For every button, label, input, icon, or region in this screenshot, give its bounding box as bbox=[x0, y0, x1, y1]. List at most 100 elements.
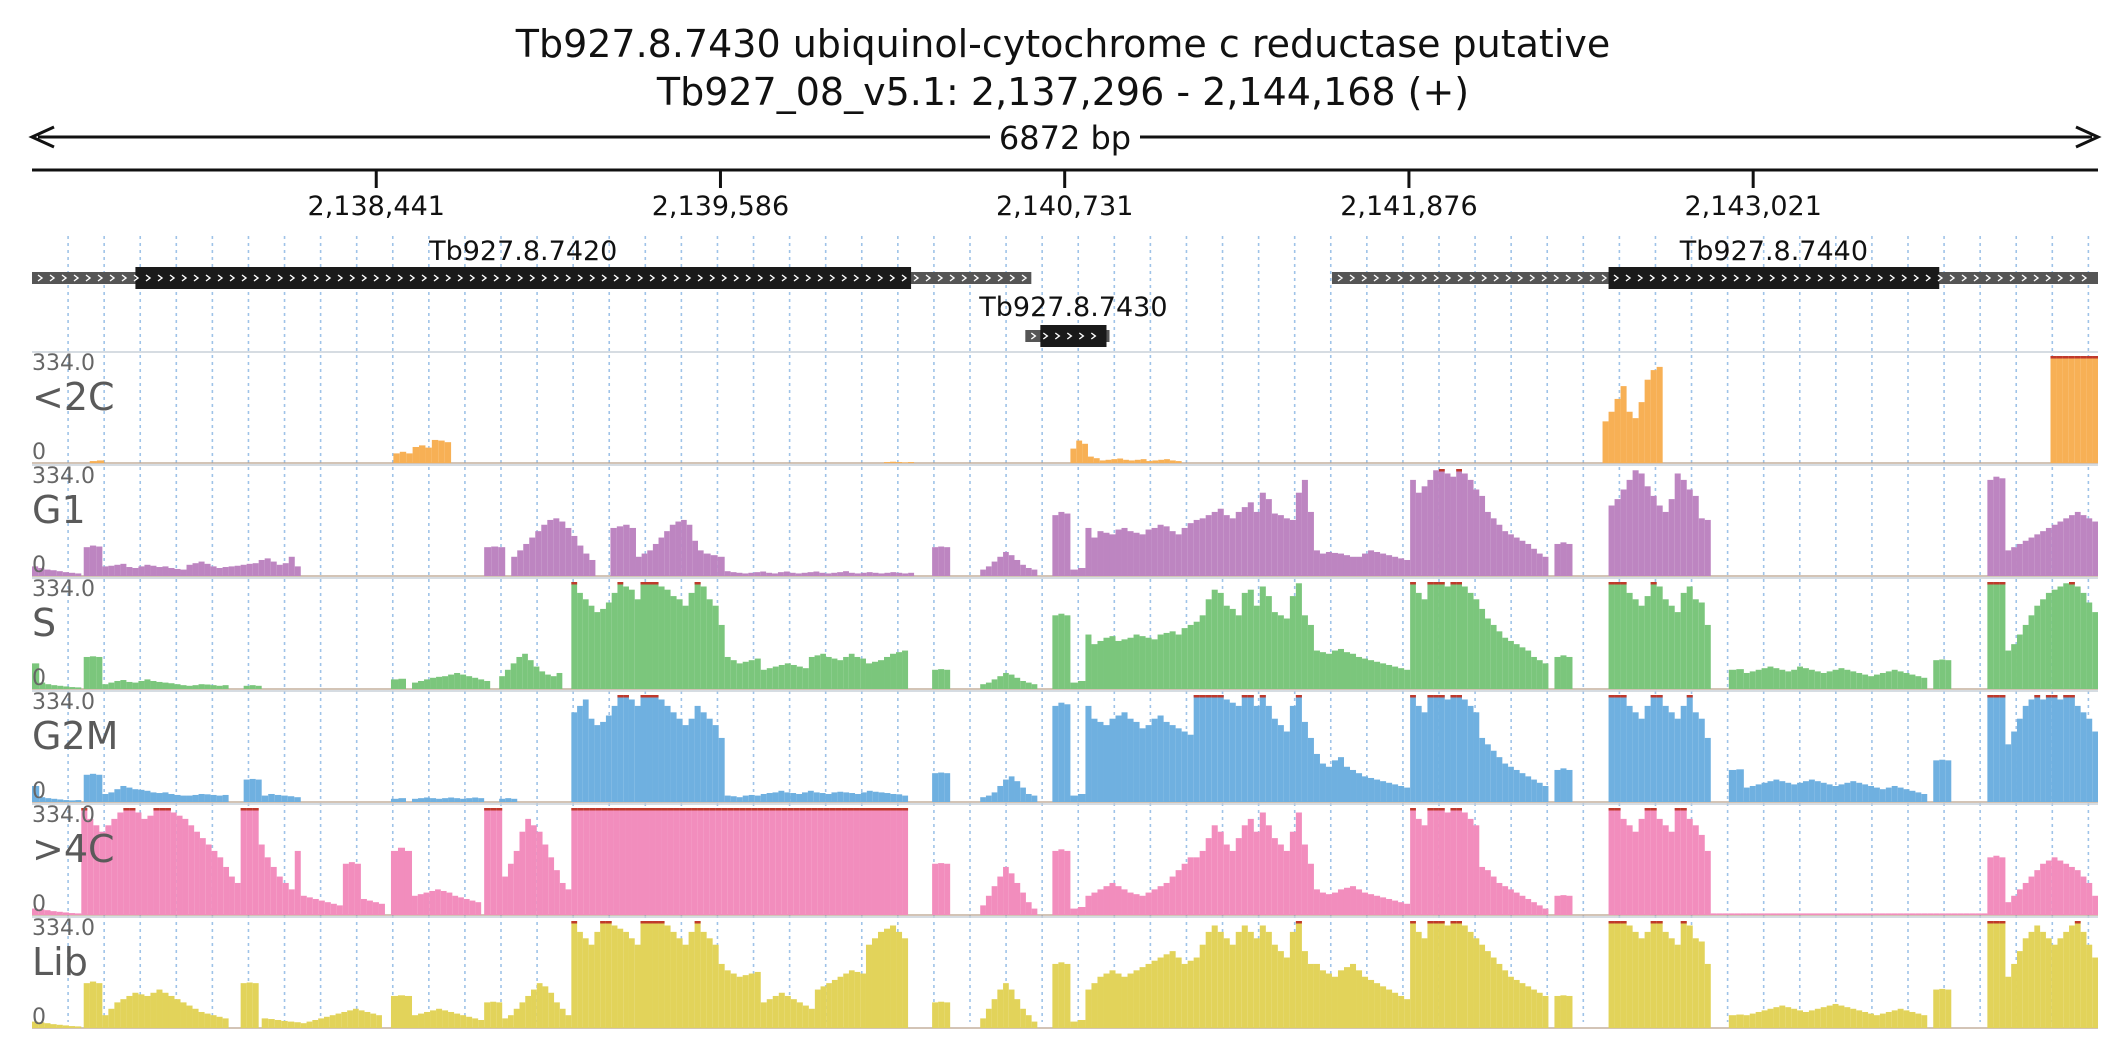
coverage-bar bbox=[2063, 695, 2070, 802]
clip-marker bbox=[1438, 808, 1445, 811]
coverage-bar bbox=[548, 992, 555, 1028]
coverage-bar bbox=[1014, 677, 1021, 689]
coverage-bar bbox=[69, 800, 76, 802]
coverage-bar bbox=[1791, 669, 1798, 689]
coverage-bar bbox=[1097, 531, 1104, 576]
coverage-bar bbox=[1820, 1007, 1827, 1028]
clip-marker bbox=[2074, 356, 2081, 359]
coverage-bar bbox=[436, 676, 443, 689]
coverage-bar bbox=[545, 674, 551, 689]
axis-tick-label: 2,140,731 bbox=[996, 191, 1133, 222]
coverage-bar bbox=[347, 1010, 353, 1028]
coverage-bar bbox=[1879, 789, 1886, 802]
clip-marker bbox=[1620, 582, 1627, 585]
coverage-bar bbox=[1235, 511, 1242, 576]
coverage-bar bbox=[692, 540, 698, 576]
clip-marker bbox=[1456, 808, 1462, 811]
coverage-bar bbox=[736, 976, 743, 1028]
coverage-bar bbox=[147, 815, 154, 915]
coverage-bar bbox=[1008, 555, 1015, 576]
coverage-bar bbox=[1175, 957, 1182, 1028]
coverage-bar bbox=[1761, 668, 1768, 689]
coverage-bar bbox=[1247, 589, 1254, 689]
clip-marker bbox=[625, 808, 632, 811]
coverage-bar bbox=[1632, 599, 1639, 689]
coverage-bar bbox=[249, 778, 256, 802]
coverage-bar bbox=[985, 795, 992, 802]
span-arrow-left bbox=[28, 125, 55, 149]
coverage-bar bbox=[1843, 913, 1850, 915]
coverage-bar bbox=[1668, 831, 1675, 915]
coverage-bar bbox=[778, 664, 785, 689]
coverage-bar bbox=[781, 808, 788, 915]
coverage-bar bbox=[120, 563, 127, 576]
coverage-bar bbox=[222, 1018, 229, 1028]
coverage-bar bbox=[174, 794, 181, 802]
coverage-bar bbox=[754, 795, 761, 802]
coverage-bar bbox=[1626, 705, 1633, 802]
coverage-bar bbox=[1485, 618, 1491, 689]
coverage-bar bbox=[102, 793, 109, 802]
coverage-bar bbox=[162, 792, 169, 802]
coverage-bar bbox=[2034, 534, 2041, 576]
coverage-bar bbox=[589, 559, 596, 576]
coverage-bar bbox=[640, 921, 647, 1028]
coverage-bar bbox=[1415, 705, 1422, 802]
coverage-bar bbox=[649, 808, 656, 915]
coverage-bar bbox=[156, 681, 163, 689]
coverage-bar bbox=[1343, 766, 1351, 802]
clip-marker bbox=[811, 808, 818, 811]
coverage-bar bbox=[1070, 569, 1078, 576]
coverage-bar bbox=[1785, 671, 1792, 689]
coverage-bar bbox=[44, 910, 51, 915]
coverage-bar bbox=[2028, 876, 2035, 915]
coverage-bar bbox=[1897, 913, 1904, 915]
coverage-bar bbox=[1277, 725, 1284, 802]
coverage-bar bbox=[938, 546, 945, 576]
coverage-bar bbox=[1319, 892, 1326, 915]
coverage-bar bbox=[980, 905, 986, 915]
gene-strand-chevrons bbox=[1030, 332, 1097, 340]
coverage-bar bbox=[1999, 695, 2006, 802]
coverage-bar bbox=[1456, 582, 1462, 689]
gene-cds bbox=[135, 267, 912, 289]
clip-marker bbox=[721, 808, 728, 811]
coverage-bar bbox=[724, 795, 731, 802]
coverage-bar bbox=[1271, 513, 1278, 576]
coverage-bar bbox=[637, 808, 644, 915]
coverage-bar bbox=[96, 774, 103, 802]
coverage-bar bbox=[2057, 699, 2064, 802]
coverage-bar bbox=[1650, 370, 1657, 463]
coverage-bar bbox=[605, 602, 612, 689]
coverage-bar bbox=[1819, 913, 1826, 915]
coverage-bar bbox=[1247, 818, 1254, 915]
coverage-bar bbox=[276, 876, 283, 915]
coverage-bar bbox=[724, 571, 731, 576]
coverage-bar bbox=[194, 831, 200, 915]
clip-marker bbox=[1450, 582, 1457, 585]
coverage-bar bbox=[1554, 543, 1561, 576]
coverage-bar bbox=[484, 1002, 491, 1028]
coverage-bar bbox=[1939, 913, 1946, 915]
coverage-bar bbox=[268, 793, 275, 802]
coverage-bar bbox=[83, 774, 90, 802]
coverage-bar bbox=[682, 725, 689, 802]
coverage-bar bbox=[712, 725, 719, 802]
coverage-bar bbox=[1217, 508, 1224, 576]
coverage-bar bbox=[1386, 555, 1393, 576]
coverage-bar bbox=[700, 586, 707, 689]
clip-marker bbox=[1211, 695, 1218, 698]
gene-strand-chevrons bbox=[1337, 274, 2088, 282]
coverage-bar bbox=[490, 808, 497, 915]
coverage-bar bbox=[2092, 895, 2098, 915]
clip-marker bbox=[1680, 808, 1687, 811]
coverage-bar bbox=[258, 844, 265, 915]
coverage-bar bbox=[69, 687, 76, 689]
coverage-bar bbox=[132, 992, 139, 1028]
coverage-bar bbox=[1999, 857, 2006, 915]
coverage-bar bbox=[1157, 634, 1164, 689]
coverage-bar bbox=[1885, 671, 1892, 689]
coverage-bar bbox=[1319, 553, 1326, 576]
clip-marker bbox=[1644, 808, 1651, 811]
clip-marker bbox=[793, 808, 800, 811]
